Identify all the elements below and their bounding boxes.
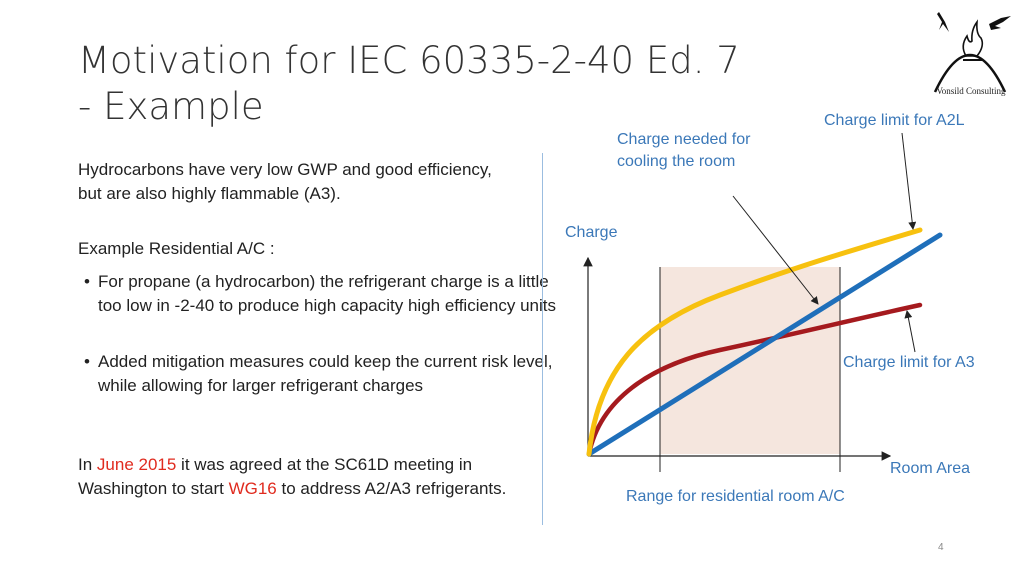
a3-pointer [904,310,916,353]
title-line-1: Motivation for IEC 60335-2-40 Ed. 7 [78,39,740,82]
closing-part-2: it was agreed at the SC61D meeting in Wa… [78,455,473,498]
closing-part-3: to address A2/A3 refrigerants. [276,478,507,498]
page-number: 4 [938,542,944,553]
a2l-label: Charge limit for A2L [824,112,965,129]
bullet-text: For propane (a hydrocarbon) the refriger… [98,272,557,315]
needed-label: Charge needed for cooling the room [617,129,750,173]
bullet-item: • For propane (a hydrocarbon) the refrig… [78,270,568,317]
logo-icon [933,12,1011,93]
a3-limit-curve [586,302,923,457]
closing-date: June 2015 [96,455,177,474]
logo-text: Vonsild Consulting [936,86,1006,96]
range-shaded-region [660,267,840,454]
example-heading: Example Residential A/C : [78,239,275,258]
bullet-item: • Added mitigation measures could keep t… [78,350,568,397]
needed-pointer [732,195,819,305]
y-axis-label: Charge [565,224,618,241]
x-axis-label: Room Area [890,460,971,477]
range-label: Range for residential room A/C [626,488,845,505]
bullet-text: Added mitigation measures could keep the… [98,352,553,395]
a2l-limit-curve [586,227,923,457]
a3-label: Charge limit for A3 [843,354,975,371]
closing-paragraph: In June 2015 it was agreed at the SC61D … [78,453,548,500]
a2l-pointer [901,132,917,230]
charge-needed-line [586,232,943,457]
needed-label-line-2: cooling the room [617,153,736,170]
bullet-dot-icon: • [84,352,90,371]
column-divider [542,153,543,525]
closing-part-1: In [78,455,97,474]
closing-wg: WG16 [228,478,277,498]
title-line-2: - Example [78,85,264,128]
page-title: Motivation for IEC 60335-2-40 Ed. 7 - Ex… [78,38,798,130]
needed-label-line-1: Charge needed for [617,131,751,148]
bullet-dot-icon: • [84,272,90,291]
intro-paragraph: Hydrocarbons have very low GWP and good … [78,160,492,203]
